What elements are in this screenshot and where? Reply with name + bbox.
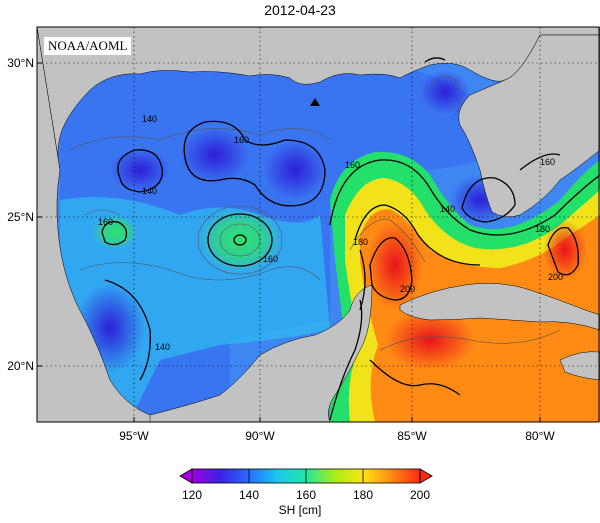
major-contours [101,57,600,421]
contour-label: 180 [353,237,368,247]
lat-label-25n: 25°N [7,210,34,224]
lon-label-85w: 85°W [397,429,427,443]
map-title: 2012-04-23 [264,2,336,18]
low-north-florida [420,70,470,114]
colorbar: 120 140 160 180 200 [179,468,433,502]
high-loop [367,220,423,310]
high-east [543,220,587,280]
high-yucatan [385,310,475,370]
low-central-west [180,127,250,183]
mexico-west [37,27,161,422]
contour-label: 160 [263,254,278,264]
contour-label: 180 [535,224,550,234]
low-central [263,140,327,200]
station-marker-triangle [310,98,320,106]
contour-label: 140 [440,204,455,214]
cuba [399,283,600,331]
lat-label-30n: 30°N [7,56,34,70]
lon-label-95w: 95°W [119,429,149,443]
contour-label: 160 [540,157,555,167]
colorbar-tick: 120 [182,488,202,502]
ring-green-center [200,208,280,272]
colorbar-tick: 160 [296,488,316,502]
contour-label: 200 [400,284,415,294]
contour-label: 160 [98,217,113,227]
contour-label: 200 [548,272,563,282]
contour-labels: 140 160 140 160 160 140 160 180 200 160 … [98,114,563,352]
colorbar-max-arrow [419,468,433,484]
thin-contours [69,76,561,351]
lat-label-20n: 20°N [7,359,34,373]
contour-label: 140 [155,342,170,352]
contour-label: 160 [234,135,249,145]
graticule [37,27,600,422]
colorbar-label: SH [cm] [278,503,322,517]
lon-label-90w: 90°W [245,429,275,443]
caribbean-island [559,351,600,381]
contour-label: 160 [345,160,360,170]
colorbar-tick: 140 [239,488,259,502]
axis-ticks [37,62,541,422]
contour-label: 140 [142,114,157,124]
lon-label-80w: 80°W [525,429,555,443]
contour-label: 140 [142,186,157,196]
credit-label: NOAA/AOML [44,37,132,55]
low-west [110,148,170,192]
mexico-south-yucatan [149,284,373,422]
colorbar-min-arrow [179,468,193,484]
map-frame [36,26,600,423]
colorbar-tick: 200 [410,488,430,502]
colorbar-tick: 180 [353,488,373,502]
